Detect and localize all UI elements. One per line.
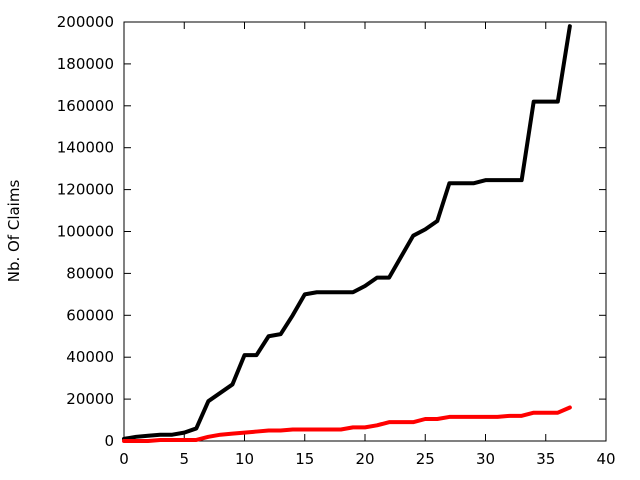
x-tick-label: 10 <box>235 450 254 468</box>
x-tick-label: 25 <box>416 450 435 468</box>
series-lines <box>122 24 572 443</box>
y-tick-label: 20000 <box>66 390 114 408</box>
x-tick-label: 30 <box>476 450 495 468</box>
y-tick-label: 100000 <box>57 223 114 241</box>
y-tick-label: 120000 <box>57 181 114 199</box>
x-tick-label: 35 <box>536 450 555 468</box>
y-tick-label: 60000 <box>66 306 114 324</box>
x-tick-label: 0 <box>119 450 129 468</box>
y-tick-label: 0 <box>104 432 114 450</box>
x-tick-label: 5 <box>179 450 189 468</box>
axis-ticks: 0 5 10 15 20 25 30 35 40 0 20000 40000 60000 80000 100… <box>57 13 616 468</box>
x-tick-label: 15 <box>295 450 314 468</box>
y-tick-label: 80000 <box>66 264 114 282</box>
y-tick-label: 180000 <box>57 55 114 73</box>
series-line-2 <box>122 405 572 443</box>
x-tick-label: 40 <box>596 450 615 468</box>
x-tick-label: 20 <box>355 450 374 468</box>
y-tick-label: 40000 <box>66 348 114 366</box>
plot-frame <box>123 21 607 442</box>
y-tick-label: 160000 <box>57 97 114 115</box>
y-tick-label: 140000 <box>57 139 114 157</box>
series-line-1 <box>122 24 572 441</box>
y-tick-label: 200000 <box>57 13 114 31</box>
y-axis-title: Nb. Of Claims <box>5 180 23 283</box>
